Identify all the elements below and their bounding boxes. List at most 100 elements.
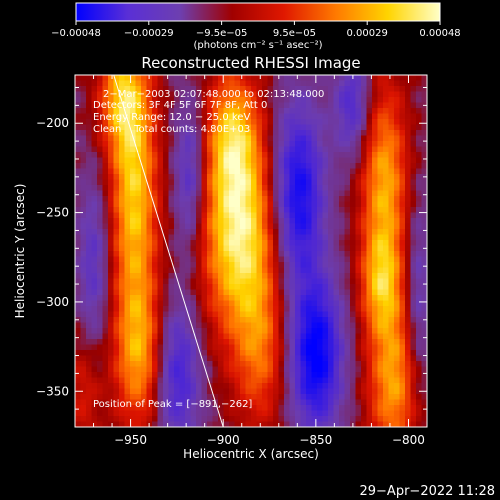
heatmap-cell [421,163,427,169]
heatmap-cell [163,399,169,406]
heatmap-cell [212,311,219,318]
heatmap-cell [102,339,109,345]
heatmap-cell [355,350,362,356]
heatmap-cell [218,113,224,120]
heatmap-cell [212,168,219,175]
heatmap-cell [372,289,378,296]
heatmap-cell [289,366,296,373]
heatmap-cell [218,300,224,307]
heatmap-cell [113,355,120,362]
heatmap-cell [267,267,274,274]
heatmap-cell [372,86,378,92]
heatmap-cell [339,366,345,373]
heatmap-cell [350,229,356,235]
heatmap-cell [135,185,142,191]
heatmap-cell [135,256,142,263]
heatmap-cell [256,394,263,400]
heatmap-cell [278,251,285,257]
heatmap-cell [262,174,268,180]
heatmap-cell [410,311,417,318]
heatmap-cell [190,399,197,406]
heatmap-cell [146,361,153,367]
heatmap-cell [130,157,136,164]
heatmap-cell [289,333,296,340]
heatmap-cell [361,350,367,356]
heatmap-cell [102,399,109,406]
heatmap-cell [394,179,400,186]
heatmap-cell [421,207,427,213]
heatmap-cell [207,130,213,136]
heatmap-cell [377,361,384,367]
heatmap-cell [267,295,274,301]
heatmap-cell [278,108,285,114]
heatmap-cell [350,212,356,219]
heatmap-cell [333,201,340,208]
heatmap-cell [289,174,296,180]
heatmap-cell [339,383,345,389]
heatmap-cell [80,179,87,186]
heatmap-cell [102,108,109,114]
heatmap-cell [344,119,351,125]
heatmap-cell [245,311,252,318]
heatmap-cell [300,80,307,87]
heatmap-cell [405,344,411,351]
heatmap-cell [102,377,109,384]
heatmap-cell [212,355,219,362]
heatmap-cell [278,185,285,191]
heatmap-cell [135,355,142,362]
heatmap-cell [383,273,389,279]
heatmap-cell [168,361,175,367]
heatmap-cell [267,146,274,153]
heatmap-cell [300,278,307,285]
heatmap-cell [86,256,92,263]
heatmap-cell [168,267,175,274]
heatmap-cell [223,146,230,153]
heatmap-cell [124,157,131,164]
heatmap-cell [273,388,279,395]
heatmap-cell [322,234,329,241]
heatmap-cell [339,157,345,164]
heatmap-cell [410,185,417,191]
heatmap-cell [86,108,92,114]
heatmap-cell [388,421,395,427]
heatmap-cell [328,267,334,274]
heatmap-cell [141,135,147,142]
heatmap-cell [234,361,241,367]
heatmap-cell [108,361,114,367]
heatmap-cell [185,124,191,131]
heatmap-cell [245,366,252,373]
heatmap-cell [190,130,197,136]
heatmap-cell [179,218,186,224]
heatmap-cell [108,157,114,164]
heatmap-cell [344,361,351,367]
heatmap-cell [317,218,323,224]
heatmap-cell [289,152,296,158]
heatmap-cell [317,80,323,87]
heatmap-cell [361,306,367,312]
heatmap-cell [124,124,131,131]
heatmap-cell [410,119,417,125]
heatmap-cell [174,410,180,417]
heatmap-cell [119,146,125,153]
heatmap-cell [267,394,274,400]
heatmap-cell [267,399,274,406]
heatmap-cell [179,399,186,406]
heatmap-cell [333,350,340,356]
heatmap-cell [416,405,422,411]
heatmap-cell [240,80,246,87]
heatmap-cell [174,229,180,235]
heatmap-cell [179,113,186,120]
heatmap-cell [361,245,367,252]
heatmap-cell [306,262,312,268]
heatmap-cell [157,377,164,384]
heatmap-cell [284,124,290,131]
heatmap-cell [339,284,345,290]
heatmap-cell [267,317,274,323]
heatmap-cell [163,366,169,373]
heatmap-cell [102,317,109,323]
heatmap-cell [135,366,142,373]
heatmap-cell [399,372,406,378]
heatmap-cell [300,350,307,356]
heatmap-cell [146,207,153,213]
heatmap-cell [86,333,92,340]
